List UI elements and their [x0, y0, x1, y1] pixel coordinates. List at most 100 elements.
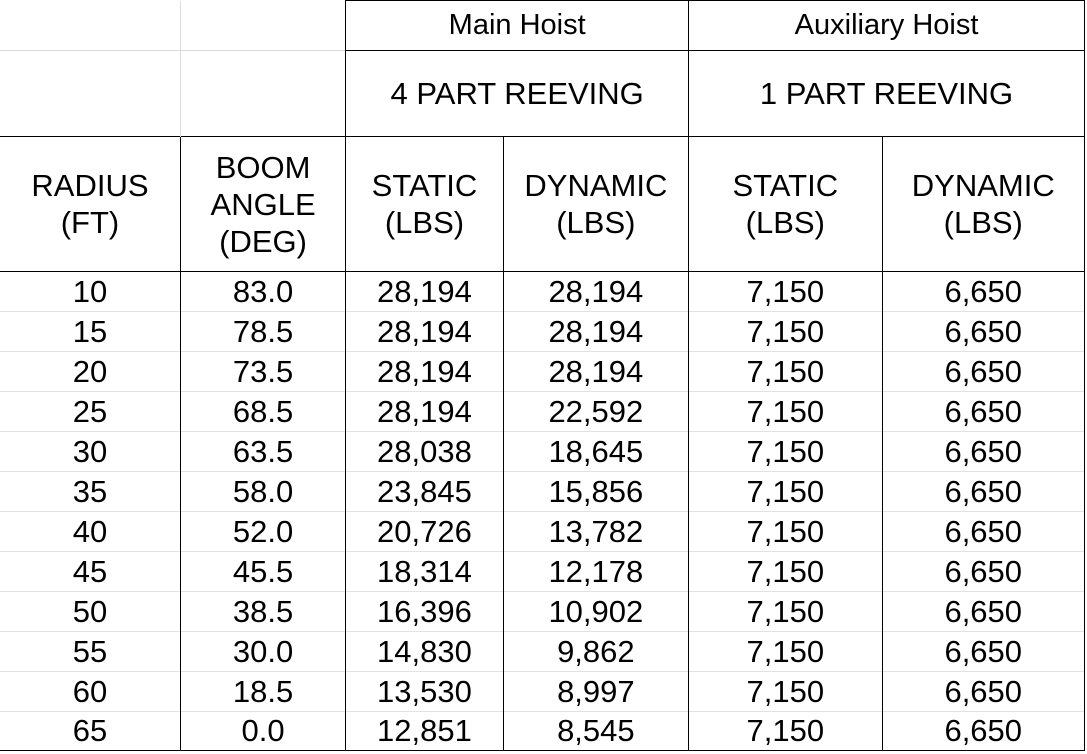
radius-cell: 50 — [0, 591, 181, 632]
aux-dynamic-cell: 6,650 — [881, 591, 1085, 632]
main-hoist-header: Main Hoist — [345, 0, 690, 51]
main-static-column-header: STATIC (LBS) — [345, 136, 504, 272]
table-row: 50 38.5 16,396 10,902 7,150 6,650 — [0, 591, 1085, 632]
table-row: 15 78.5 28,194 28,194 7,150 6,650 — [0, 311, 1085, 352]
main-dynamic-cell: 10,902 — [502, 591, 690, 632]
table-row: 35 58.0 23,845 15,856 7,150 6,650 — [0, 471, 1085, 512]
table-row: 25 68.5 28,194 22,592 7,150 6,650 — [0, 391, 1085, 432]
aux-dynamic-cell: 6,650 — [881, 631, 1085, 672]
table-row: 55 30.0 14,830 9,862 7,150 6,650 — [0, 631, 1085, 672]
main-static-cell: 28,194 — [345, 351, 504, 392]
aux-static-cell: 7,150 — [688, 631, 883, 672]
boom-angle-column-header: BOOM ANGLE (DEG) — [179, 136, 347, 272]
aux-static-cell: 7,150 — [688, 351, 883, 392]
main-dynamic-cell: 8,545 — [502, 711, 690, 751]
radius-cell: 60 — [0, 671, 181, 712]
radius-cell: 55 — [0, 631, 181, 672]
aux-dynamic-cell: 6,650 — [881, 311, 1085, 352]
boom-angle-cell: 38.5 — [179, 591, 347, 632]
header-line: RADIUS — [31, 168, 149, 203]
boom-angle-cell: 30.0 — [179, 631, 347, 672]
auxiliary-hoist-header: Auxiliary Hoist — [688, 0, 1085, 51]
header-line: (LBS) — [384, 205, 465, 240]
radius-cell: 65 — [0, 711, 181, 751]
aux-dynamic-cell: 6,650 — [881, 511, 1085, 552]
radius-cell: 15 — [0, 311, 181, 352]
aux-static-column-header: STATIC (LBS) — [688, 136, 883, 272]
main-static-cell: 18,314 — [345, 551, 504, 592]
radius-cell: 35 — [0, 471, 181, 512]
main-dynamic-cell: 28,194 — [502, 311, 690, 352]
empty-corner-cell — [0, 50, 181, 137]
header-line: ANGLE — [210, 186, 316, 222]
header-line: (LBS) — [943, 205, 1023, 240]
header-line: (FT) — [60, 205, 120, 240]
main-static-cell: 28,194 — [345, 391, 504, 432]
header-line: (DEG) — [219, 223, 307, 259]
main-static-cell: 20,726 — [345, 511, 504, 552]
aux-reeving-header: 1 PART REEVING — [688, 50, 1085, 137]
header-line: STATIC — [371, 168, 478, 203]
reeving-header-row: 4 PART REEVING 1 PART REEVING — [0, 50, 1085, 137]
header-line: DYNAMIC — [911, 168, 1055, 203]
aux-static-cell: 7,150 — [688, 711, 883, 751]
aux-static-cell: 7,150 — [688, 671, 883, 712]
main-dynamic-column-header: DYNAMIC (LBS) — [502, 136, 690, 272]
aux-static-cell: 7,150 — [688, 271, 883, 312]
main-dynamic-cell: 9,862 — [502, 631, 690, 672]
table-row: 30 63.5 28,038 18,645 7,150 6,650 — [0, 431, 1085, 472]
empty-corner-cell — [0, 0, 181, 51]
main-static-cell: 28,038 — [345, 431, 504, 472]
aux-dynamic-cell: 6,650 — [881, 671, 1085, 712]
main-reeving-header: 4 PART REEVING — [345, 50, 690, 137]
table-row: 60 18.5 13,530 8,997 7,150 6,650 — [0, 671, 1085, 712]
boom-angle-cell: 0.0 — [179, 711, 347, 751]
aux-static-cell: 7,150 — [688, 431, 883, 472]
boom-angle-cell: 78.5 — [179, 311, 347, 352]
boom-angle-cell: 45.5 — [179, 551, 347, 592]
main-dynamic-cell: 15,856 — [502, 471, 690, 512]
boom-angle-cell: 68.5 — [179, 391, 347, 432]
aux-dynamic-cell: 6,650 — [881, 471, 1085, 512]
main-dynamic-cell: 18,645 — [502, 431, 690, 472]
main-dynamic-cell: 28,194 — [502, 351, 690, 392]
aux-static-cell: 7,150 — [688, 391, 883, 432]
radius-cell: 25 — [0, 391, 181, 432]
aux-dynamic-cell: 6,650 — [881, 551, 1085, 592]
table-row: 40 52.0 20,726 13,782 7,150 6,650 — [0, 511, 1085, 552]
main-dynamic-cell: 8,997 — [502, 671, 690, 712]
main-static-cell: 28,194 — [345, 271, 504, 312]
main-static-cell: 16,396 — [345, 591, 504, 632]
aux-static-cell: 7,150 — [688, 311, 883, 352]
main-dynamic-cell: 22,592 — [502, 391, 690, 432]
empty-corner-cell — [180, 0, 347, 51]
boom-angle-cell: 18.5 — [179, 671, 347, 712]
aux-static-cell: 7,150 — [688, 511, 883, 552]
header-line: BOOM — [215, 149, 311, 185]
header-line: STATIC — [732, 168, 839, 203]
aux-static-cell: 7,150 — [688, 551, 883, 592]
main-dynamic-cell: 13,782 — [502, 511, 690, 552]
main-static-cell: 14,830 — [345, 631, 504, 672]
aux-dynamic-cell: 6,650 — [881, 711, 1085, 751]
boom-angle-cell: 73.5 — [179, 351, 347, 392]
aux-dynamic-cell: 6,650 — [881, 391, 1085, 432]
main-static-cell: 23,845 — [345, 471, 504, 512]
table-row: 20 73.5 28,194 28,194 7,150 6,650 — [0, 351, 1085, 392]
boom-angle-cell: 83.0 — [179, 271, 347, 312]
table-row: 65 0.0 12,851 8,545 7,150 6,650 — [0, 711, 1085, 751]
header-line: (LBS) — [745, 205, 825, 240]
boom-angle-cell: 52.0 — [179, 511, 347, 552]
hoist-header-row: Main Hoist Auxiliary Hoist — [0, 0, 1085, 51]
radius-cell: 45 — [0, 551, 181, 592]
main-static-cell: 28,194 — [345, 311, 504, 352]
radius-cell: 10 — [0, 271, 181, 312]
header-line: (LBS) — [556, 205, 636, 240]
aux-static-cell: 7,150 — [688, 471, 883, 512]
table-row: 10 83.0 28,194 28,194 7,150 6,650 — [0, 271, 1085, 312]
radius-column-header: RADIUS (FT) — [0, 136, 181, 272]
main-dynamic-cell: 12,178 — [502, 551, 690, 592]
empty-corner-cell — [180, 50, 347, 137]
header-line: DYNAMIC — [524, 168, 668, 203]
